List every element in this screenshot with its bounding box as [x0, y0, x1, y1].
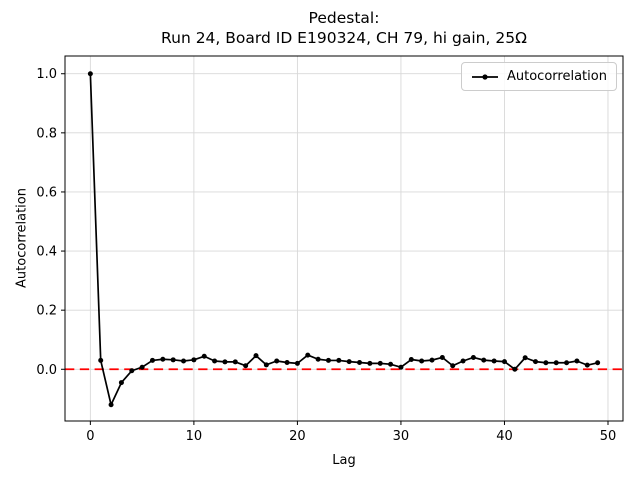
y-tick-label: 0.0	[36, 363, 57, 378]
x-tick-label: 20	[289, 429, 306, 444]
y-tick-label: 0.8	[36, 126, 57, 141]
data-point	[98, 357, 104, 363]
data-point	[160, 356, 166, 362]
x-axis-label: Lag	[332, 453, 356, 468]
data-point	[512, 366, 518, 372]
data-point	[543, 360, 549, 366]
data-point	[439, 354, 445, 360]
y-tick-label: 0.6	[36, 185, 57, 200]
data-point	[315, 356, 321, 362]
data-point	[336, 357, 342, 363]
y-axis-label: Autocorrelation	[14, 188, 30, 288]
x-tick-label: 10	[186, 429, 203, 444]
chart-title-line2: Run 24, Board ID E190324, CH 79, hi gain…	[161, 28, 527, 47]
data-point	[460, 358, 466, 364]
data-point	[574, 358, 580, 364]
data-point	[305, 352, 311, 358]
data-point	[388, 361, 394, 367]
data-point	[253, 353, 259, 359]
data-point	[149, 357, 155, 363]
legend-label: Autocorrelation	[507, 69, 607, 84]
data-point	[191, 357, 197, 363]
data-point	[491, 358, 497, 364]
chart-title-line1: Pedestal:	[308, 9, 380, 27]
data-point	[118, 380, 124, 386]
data-point	[232, 359, 238, 365]
data-point	[263, 362, 269, 368]
data-point	[222, 359, 228, 365]
data-point	[564, 360, 570, 366]
chart-title: Pedestal: Run 24, Board ID E190324, CH 7…	[65, 9, 623, 48]
data-point	[470, 354, 476, 360]
data-point	[522, 355, 528, 361]
axes-spines	[64, 55, 624, 422]
data-point	[595, 360, 601, 366]
legend: Autocorrelation	[461, 62, 617, 91]
data-point	[87, 71, 93, 77]
data-point	[357, 359, 363, 365]
data-point	[325, 357, 331, 363]
x-tick-label: 0	[86, 429, 94, 444]
data-point	[481, 357, 487, 363]
data-point	[346, 359, 352, 365]
data-point	[429, 357, 435, 363]
autocorrelation-line	[89, 73, 598, 406]
data-point	[170, 357, 176, 363]
x-tick-label: 30	[393, 429, 410, 444]
data-point	[367, 360, 373, 366]
data-point	[501, 359, 507, 365]
data-point	[139, 364, 145, 370]
data-point	[377, 360, 383, 366]
data-point	[584, 362, 590, 368]
x-tick-label: 50	[600, 429, 617, 444]
legend-line-marker-icon	[472, 73, 498, 80]
y-tick-label: 1.0	[36, 67, 57, 82]
data-point	[408, 357, 414, 363]
data-point	[398, 364, 404, 370]
data-point	[212, 358, 218, 364]
y-tick-label: 0.2	[36, 304, 57, 319]
data-point	[129, 368, 135, 374]
data-point	[533, 359, 539, 365]
data-point	[284, 359, 290, 365]
data-point	[108, 402, 114, 408]
data-point	[201, 353, 207, 359]
data-point	[553, 360, 559, 366]
data-point	[181, 358, 187, 364]
data-point	[419, 358, 425, 364]
x-tick-label: 40	[496, 429, 513, 444]
data-point	[274, 358, 280, 364]
y-tick-label: 0.4	[36, 245, 57, 260]
data-point	[450, 363, 456, 369]
data-point	[243, 363, 249, 369]
data-point	[294, 360, 300, 366]
